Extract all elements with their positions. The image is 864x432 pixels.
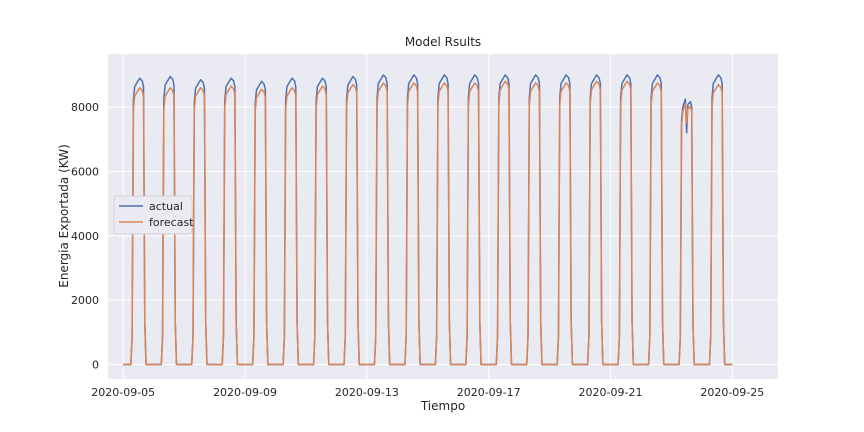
y-tick-label: 8000: [71, 101, 99, 114]
chart-title: Model Rsults: [405, 35, 481, 49]
series-layer: [123, 74, 733, 366]
y-tick-label: 2000: [71, 294, 99, 307]
x-tick-label: 2020-09-17: [457, 386, 521, 399]
x-axis-ticks: 2020-09-05 2020-09-09 2020-09-13 2020-09-17…: [91, 386, 764, 399]
y-axis-label: Energia Exportada (KW): [57, 144, 71, 288]
x-tick-label: 2020-09-25: [700, 386, 764, 399]
y-tick-label: 4000: [71, 230, 99, 243]
plot-area: [108, 54, 778, 379]
x-tick-label: 2020-09-05: [91, 386, 155, 399]
x-tick-label: 2020-09-21: [579, 386, 643, 399]
x-tick-label: 2020-09-13: [335, 386, 399, 399]
y-axis-ticks: 0 2000 4000 6000 8000: [71, 101, 99, 371]
y-tick-label: 6000: [71, 165, 99, 178]
y-tick-label: 0: [92, 359, 99, 372]
x-axis-label: Tiempo: [420, 399, 465, 413]
legend: actual forecast: [113, 195, 194, 235]
series-line-forecast: [123, 80, 733, 366]
legend-label-actual: actual: [149, 200, 183, 213]
legend-label-forecast: forecast: [149, 216, 194, 229]
x-tick-label: 2020-09-09: [213, 386, 277, 399]
